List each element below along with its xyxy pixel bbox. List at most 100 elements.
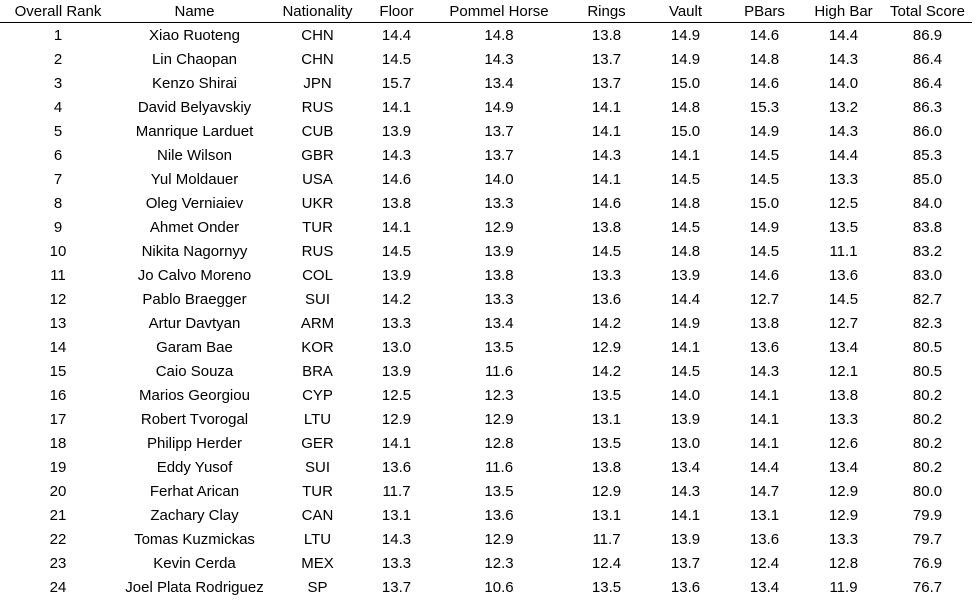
cell-nationality[interactable]: RUS (301, 98, 334, 116)
cell-rank[interactable]: 13 (49, 314, 67, 332)
cell-total-score[interactable]: 79.7 (912, 530, 943, 548)
cell-nationality[interactable]: SUI (304, 458, 330, 476)
cell-floor[interactable]: 14.5 (381, 242, 412, 260)
cell-pbars[interactable]: 13.6 (749, 338, 780, 356)
cell-vault[interactable]: 13.7 (670, 554, 701, 572)
cell-pbars[interactable]: 14.1 (749, 386, 780, 404)
cell-floor[interactable]: 13.3 (381, 554, 412, 572)
cell-high-bar[interactable]: 14.3 (828, 50, 859, 68)
cell-name[interactable]: Robert Tvorogal (140, 410, 249, 428)
cell-pommel-horse[interactable]: 10.6 (484, 578, 514, 596)
cell-rings[interactable]: 13.8 (591, 26, 622, 44)
cell-pbars[interactable]: 14.5 (749, 170, 780, 188)
cell-floor[interactable]: 13.3 (381, 314, 412, 332)
cell-pommel-horse[interactable]: 13.4 (484, 74, 514, 92)
cell-rings[interactable]: 13.3 (591, 266, 622, 284)
cell-pbars[interactable]: 13.8 (749, 314, 780, 332)
cell-rank[interactable]: 24 (49, 578, 67, 596)
cell-rings[interactable]: 14.1 (591, 170, 622, 188)
cell-vault[interactable]: 14.8 (670, 194, 701, 212)
cell-name[interactable]: Lin Chaopan (151, 50, 238, 68)
cell-pbars[interactable]: 15.0 (749, 194, 780, 212)
cell-nationality[interactable]: LTU (303, 530, 332, 548)
cell-vault[interactable]: 13.0 (670, 434, 701, 452)
cell-name[interactable]: Garam Bae (156, 338, 233, 356)
cell-pbars[interactable]: 14.6 (749, 26, 780, 44)
cell-name[interactable]: Yul Moldauer (150, 170, 239, 188)
cell-pommel-horse[interactable]: 13.5 (484, 482, 514, 500)
header-floor[interactable]: Floor (362, 0, 431, 23)
cell-pbars[interactable]: 14.1 (749, 434, 780, 452)
cell-name[interactable]: Oleg Verniaiev (145, 194, 244, 212)
cell-floor[interactable]: 14.3 (381, 530, 412, 548)
cell-high-bar[interactable]: 11.9 (829, 578, 858, 596)
cell-total-score[interactable]: 83.8 (912, 218, 943, 236)
cell-nationality[interactable]: BRA (302, 362, 333, 380)
cell-name[interactable]: Ferhat Arican (149, 482, 240, 500)
cell-high-bar[interactable]: 13.8 (828, 386, 859, 404)
cell-total-score[interactable]: 80.5 (912, 338, 943, 356)
cell-rank[interactable]: 18 (49, 434, 67, 452)
cell-pbars[interactable]: 14.7 (749, 482, 780, 500)
cell-floor[interactable]: 13.1 (381, 506, 412, 524)
cell-nationality[interactable]: LTU (303, 410, 332, 428)
cell-rings[interactable]: 13.1 (591, 506, 622, 524)
cell-pbars[interactable]: 14.3 (749, 362, 780, 380)
cell-pommel-horse[interactable]: 11.6 (484, 362, 514, 380)
cell-total-score[interactable]: 86.4 (912, 50, 943, 68)
cell-total-score[interactable]: 80.0 (912, 482, 943, 500)
cell-floor[interactable]: 14.1 (381, 98, 412, 116)
cell-nationality[interactable]: CAN (301, 506, 334, 524)
cell-floor[interactable]: 13.6 (381, 458, 412, 476)
cell-rings[interactable]: 13.1 (591, 410, 622, 428)
cell-high-bar[interactable]: 12.7 (828, 314, 859, 332)
cell-floor[interactable]: 12.5 (381, 386, 412, 404)
cell-pbars[interactable]: 14.4 (749, 458, 780, 476)
cell-name[interactable]: Nikita Nagornyy (141, 242, 248, 260)
cell-high-bar[interactable]: 14.4 (828, 26, 859, 44)
cell-pommel-horse[interactable]: 13.7 (484, 122, 514, 140)
cell-vault[interactable]: 14.1 (670, 146, 701, 164)
cell-floor[interactable]: 14.1 (381, 218, 412, 236)
header-pbars[interactable]: PBars (725, 0, 804, 23)
cell-pbars[interactable]: 14.9 (749, 218, 780, 236)
cell-total-score[interactable]: 80.2 (912, 410, 943, 428)
cell-nationality[interactable]: GER (301, 434, 334, 452)
cell-floor[interactable]: 14.1 (381, 434, 412, 452)
cell-high-bar[interactable]: 12.9 (828, 482, 859, 500)
cell-floor[interactable]: 14.3 (381, 146, 412, 164)
cell-pommel-horse[interactable]: 13.8 (484, 266, 514, 284)
cell-pommel-horse[interactable]: 14.9 (484, 98, 514, 116)
cell-high-bar[interactable]: 13.6 (828, 266, 859, 284)
cell-pbars[interactable]: 14.1 (749, 410, 780, 428)
cell-rings[interactable]: 13.5 (591, 386, 622, 404)
cell-pommel-horse[interactable]: 13.9 (484, 242, 514, 260)
cell-rank[interactable]: 8 (53, 194, 63, 212)
cell-floor[interactable]: 13.7 (381, 578, 412, 596)
cell-vault[interactable]: 14.8 (670, 242, 701, 260)
cell-nationality[interactable]: ARM (300, 314, 335, 332)
cell-rank[interactable]: 5 (53, 122, 63, 140)
cell-high-bar[interactable]: 13.3 (828, 530, 859, 548)
cell-total-score[interactable]: 84.0 (912, 194, 943, 212)
cell-name[interactable]: Artur Davtyan (148, 314, 241, 332)
cell-rings[interactable]: 14.1 (591, 122, 622, 140)
cell-rank[interactable]: 14 (49, 338, 67, 356)
cell-floor[interactable]: 13.8 (381, 194, 412, 212)
cell-pommel-horse[interactable]: 11.6 (484, 458, 514, 476)
cell-floor[interactable]: 12.9 (381, 410, 412, 428)
cell-rank[interactable]: 4 (53, 98, 63, 116)
cell-name[interactable]: David Belyavskiy (137, 98, 252, 116)
cell-vault[interactable]: 14.5 (670, 218, 701, 236)
cell-vault[interactable]: 13.9 (670, 266, 701, 284)
cell-rank[interactable]: 21 (49, 506, 67, 524)
cell-floor[interactable]: 14.6 (381, 170, 412, 188)
cell-vault[interactable]: 14.5 (670, 170, 701, 188)
cell-total-score[interactable]: 83.2 (912, 242, 943, 260)
cell-high-bar[interactable]: 13.2 (828, 98, 859, 116)
cell-pbars[interactable]: 12.7 (749, 290, 780, 308)
cell-pbars[interactable]: 13.1 (749, 506, 780, 524)
cell-total-score[interactable]: 80.2 (912, 458, 943, 476)
cell-high-bar[interactable]: 12.8 (828, 554, 859, 572)
cell-rings[interactable]: 12.9 (591, 482, 622, 500)
